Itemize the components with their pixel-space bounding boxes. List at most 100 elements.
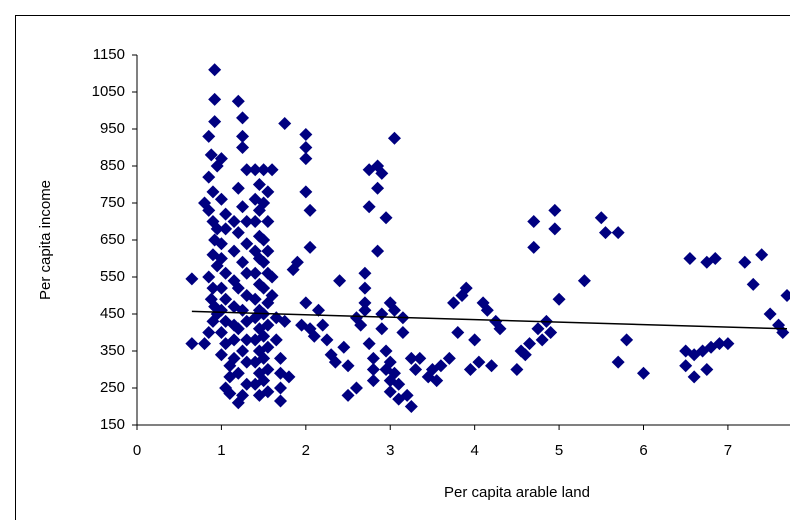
point [472,356,485,369]
point [215,193,228,206]
point [523,337,536,350]
point [510,363,523,376]
point [447,296,460,309]
y-tick-label: 550 [100,268,125,285]
point [578,274,591,287]
point [371,182,384,195]
point [485,359,498,372]
x-tick-label: 1 [217,442,225,459]
point [316,319,329,332]
point [202,130,215,143]
point [721,337,734,350]
point [599,226,612,239]
point [236,130,249,143]
point [358,267,371,280]
chart-frame [16,16,790,521]
point [320,333,333,346]
x-tick-label: 5 [555,442,563,459]
point [595,211,608,224]
x-axis-label: Per capita arable land [444,484,590,501]
point [232,182,245,195]
y-tick-label: 1050 [92,83,125,100]
point [299,185,312,198]
point [527,215,540,228]
point [185,272,198,285]
point [700,363,713,376]
point [544,326,557,339]
point [548,204,561,217]
y-tick-label: 750 [100,194,125,211]
point [363,337,376,350]
point [375,322,388,335]
point [738,256,751,269]
y-tick-label: 150 [100,416,125,433]
point [612,356,625,369]
point [253,178,266,191]
point [270,333,283,346]
point [531,322,544,335]
point [413,352,426,365]
point [215,348,228,361]
point [367,363,380,376]
point [236,111,249,124]
point [612,226,625,239]
point [202,271,215,284]
point [215,326,228,339]
point [299,152,312,165]
point [781,289,790,302]
y-tick-label: 1150 [93,46,125,63]
point [464,363,477,376]
point [261,215,274,228]
point [219,267,232,280]
point [219,208,232,221]
point [396,326,409,339]
point [375,308,388,321]
point [232,95,245,108]
point [232,226,245,239]
point [679,359,692,372]
point [363,200,376,213]
point [451,326,464,339]
y-tick-label: 650 [100,231,125,248]
x-tick-label: 0 [133,442,141,459]
point [683,252,696,265]
point [274,382,287,395]
point [755,248,768,261]
point [249,267,262,280]
point [304,204,317,217]
point [206,185,219,198]
point [409,363,422,376]
x-tick-label: 6 [639,442,647,459]
point [747,278,760,291]
point [367,374,380,387]
point [208,63,221,76]
point [553,293,566,306]
y-tick-label: 850 [100,157,125,174]
point [468,333,481,346]
y-tick-label: 450 [100,305,125,322]
point [358,282,371,295]
point [405,400,418,413]
point [367,352,380,365]
point [236,200,249,213]
point [208,93,221,106]
point [388,132,401,145]
point [278,117,291,130]
point [202,326,215,339]
point [240,237,253,250]
point [236,141,249,154]
point [380,211,393,224]
point [274,352,287,365]
point [261,185,274,198]
point [249,215,262,228]
point [228,245,241,258]
x-tick-label: 4 [470,442,478,459]
point [202,171,215,184]
point [198,337,211,350]
point [620,333,633,346]
y-tick-label: 250 [100,379,125,396]
point [384,385,397,398]
point [219,293,232,306]
point [764,308,777,321]
